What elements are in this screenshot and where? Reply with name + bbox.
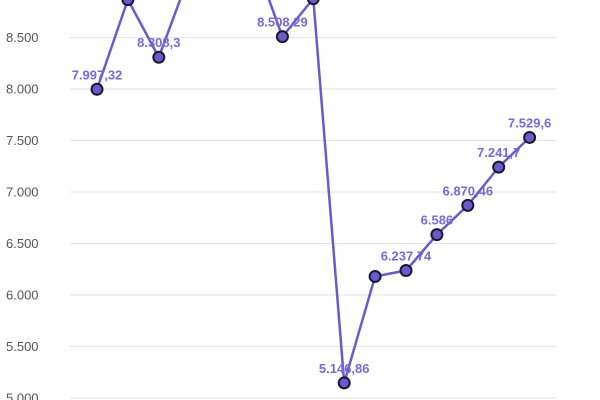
data-label: 8.508,29 — [257, 15, 308, 30]
series-line — [95, 0, 160, 90]
data-point — [337, 376, 351, 390]
data-point — [368, 269, 382, 283]
y-tick-label: 7.500 — [6, 133, 39, 148]
data-labels: 7.997,328.867,868.308,38.508,298.877,365… — [72, 15, 552, 376]
y-tick-label: 6.500 — [6, 236, 39, 251]
data-point — [152, 50, 166, 64]
data-label: 7.241,7 — [477, 145, 520, 160]
data-point — [523, 130, 537, 144]
y-tick-label: 8.000 — [6, 82, 39, 97]
data-label: 7.997,32 — [72, 67, 123, 82]
y-tick-label: 5.500 — [6, 339, 39, 354]
y-tick-label: 7.000 — [6, 185, 39, 200]
data-point — [90, 82, 104, 96]
series-line-offscreen — [157, 0, 182, 58]
data-point — [430, 228, 444, 242]
data-point — [461, 198, 475, 212]
y-tick-label: 5.000 — [6, 391, 39, 400]
data-label: 6.237,74 — [381, 249, 432, 264]
y-tick-label: 8.500 — [6, 30, 39, 45]
data-point — [492, 160, 506, 174]
series-line-offscreen — [267, 0, 284, 38]
data-label: 5.146,86 — [319, 361, 370, 376]
y-axis-ticks: 5.000 5.500 6.000 6.500 7.000 7.500 8.000 8.500 — [6, 30, 39, 400]
data-point — [306, 0, 320, 6]
data-label: 6.870,46 — [442, 183, 493, 198]
data-point — [399, 264, 413, 278]
data-point — [121, 0, 135, 7]
data-label: 7.529,6 — [508, 115, 551, 130]
data-label: 8.308,3 — [137, 35, 180, 50]
y-tick-label: 6.000 — [6, 288, 39, 303]
data-points — [90, 0, 537, 390]
data-label: 6.586 — [421, 213, 454, 228]
data-point — [275, 30, 289, 44]
gridlines — [70, 37, 556, 399]
